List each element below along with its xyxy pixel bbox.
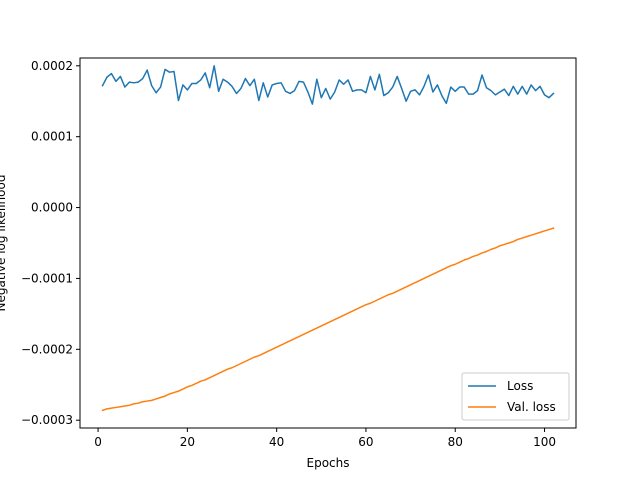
x-tick-label: 100	[533, 435, 556, 449]
y-tick-label: 0.0002	[31, 59, 73, 73]
legend-box	[461, 372, 570, 421]
x-tick-label: 80	[448, 435, 463, 449]
series-line-val-loss	[101, 227, 555, 412]
legend-label-loss: Loss	[507, 379, 533, 393]
series-layer	[101, 65, 555, 412]
plot-frame	[79, 57, 577, 429]
x-tick-label: 40	[269, 435, 284, 449]
series-line-loss	[101, 65, 555, 105]
legend: Loss Val. loss	[461, 372, 570, 421]
x-tick-label: 0	[94, 435, 102, 449]
x-axis-ticks: 0 20 40 60 80 100	[94, 428, 556, 449]
x-axis-label: Epochs	[307, 456, 350, 470]
legend-label-val-loss: Val. loss	[507, 400, 556, 414]
y-tick-label: 0.0001	[31, 130, 73, 144]
y-axis-label: Negative log likelihood	[0, 175, 8, 312]
y-tick-label: 0.0000	[31, 201, 73, 215]
y-tick-label: −0.0002	[21, 342, 73, 356]
y-tick-label: −0.0003	[21, 413, 73, 427]
x-tick-label: 60	[358, 435, 373, 449]
x-tick-label: 20	[180, 435, 195, 449]
y-tick-label: −0.0001	[21, 271, 73, 285]
y-axis-ticks: −0.0003 −0.0002 −0.0001 0.0000 0.0001 0.0002 N…	[0, 59, 80, 427]
